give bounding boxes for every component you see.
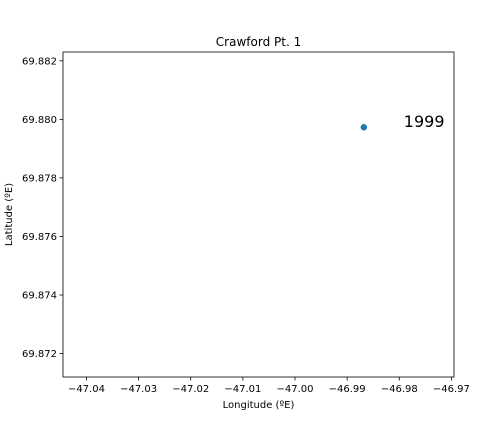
point-annotation: 1999 <box>404 112 445 131</box>
y-tick-label: 69.878 <box>22 173 57 184</box>
y-tick-label: 69.872 <box>22 349 57 360</box>
data-point <box>361 124 367 130</box>
x-tick-label: −47.04 <box>68 384 105 395</box>
chart-title: Crawford Pt. 1 <box>216 35 301 49</box>
x-axis-label: Longitude (ºE) <box>223 400 295 411</box>
x-tick-label: −47.02 <box>172 384 209 395</box>
y-tick-label: 69.874 <box>22 291 57 302</box>
y-tick-label: 69.882 <box>22 56 57 67</box>
y-tick-label: 69.880 <box>22 115 57 126</box>
y-tick-label: 69.876 <box>22 232 57 243</box>
x-tick-label: −47.01 <box>224 384 261 395</box>
x-tick-label: −46.98 <box>381 384 418 395</box>
x-tick-label: −47.03 <box>120 384 157 395</box>
x-tick-label: −47.00 <box>276 384 313 395</box>
x-tick-label: −46.97 <box>433 384 470 395</box>
x-tick-label: −46.99 <box>329 384 366 395</box>
y-axis-label: Latitude (ºE) <box>4 183 15 246</box>
